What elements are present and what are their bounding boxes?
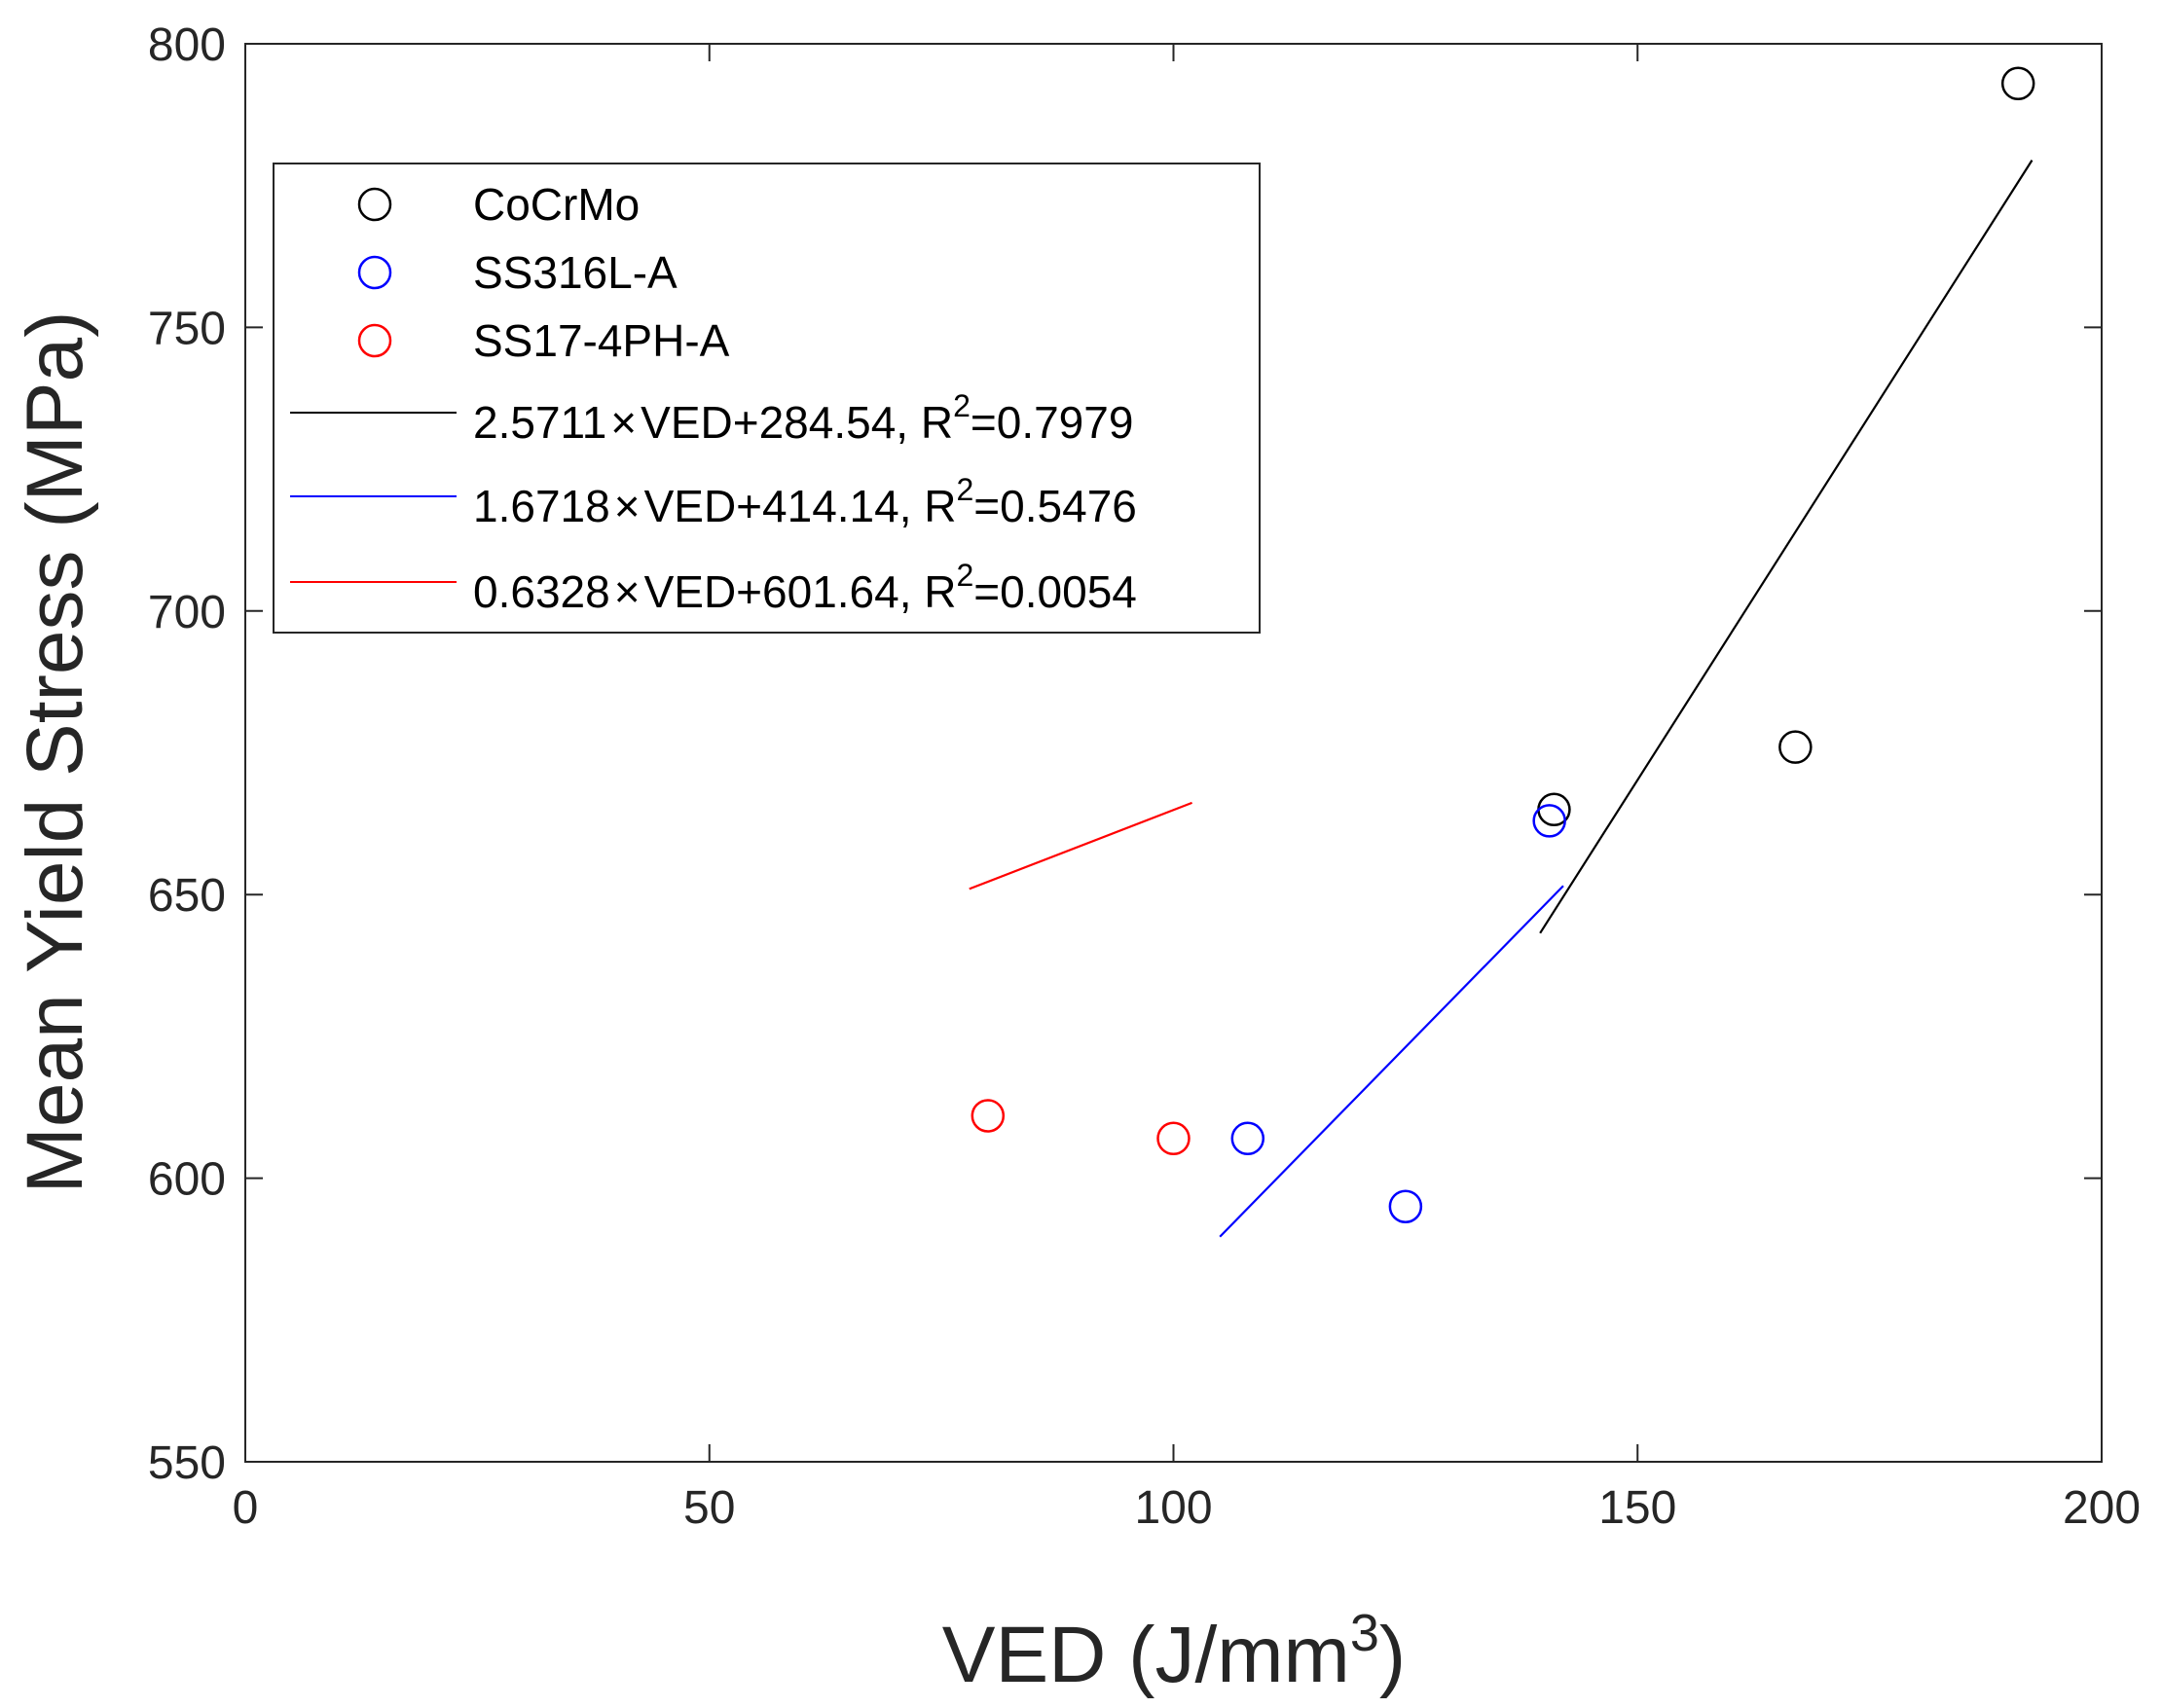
fit-line-0 — [1539, 160, 2034, 934]
x-tick-label: 0 — [233, 1482, 259, 1534]
axis-ticks: 0 50 100 150 200 550 600 650 700 750 800 — [148, 19, 2141, 1534]
data-point-ss316l-a — [1230, 1121, 1265, 1156]
y-tick-label: 750 — [148, 303, 226, 354]
fit-line-2 — [969, 801, 1192, 890]
y-tick-label: 800 — [148, 19, 226, 71]
y-tick-label: 700 — [148, 587, 226, 638]
x-axis-title-main: VED (J/mm — [942, 1611, 1350, 1699]
data-point-cocrmo — [1778, 730, 1813, 764]
y-tick-label: 550 — [148, 1437, 226, 1489]
legend-label-fit-black: 2.5711×VED+284.54, R2=0.7979 — [473, 388, 1133, 448]
x-axis-title: VED (J/mm3) — [942, 1604, 1406, 1699]
fit-line-1 — [1219, 885, 1564, 1238]
data-point-ss316l-a — [1532, 804, 1566, 838]
x-tick-label: 50 — [683, 1482, 735, 1534]
legend-label-fit-red: 0.6328×VED+601.64, R2=0.0054 — [473, 558, 1137, 617]
legend-box — [273, 163, 1261, 634]
legend: CoCrMo SS316L-A SS17-4PH-A 2.5711×VED+28… — [273, 163, 1261, 634]
legend-marker-ss316l — [357, 255, 392, 290]
legend-label-fit-blue: 1.6718×VED+414.14, R2=0.5476 — [473, 472, 1137, 531]
x-axis-title-close: ) — [1379, 1611, 1406, 1699]
data-point-cocrmo — [2000, 66, 2035, 101]
legend-label-ss316l: SS316L-A — [473, 247, 678, 298]
data-markers — [971, 66, 2035, 1223]
y-axis-title: Mean Yield Stress (MPa) — [11, 311, 99, 1194]
data-point-ss17-4ph-a — [1156, 1121, 1191, 1156]
data-point-ss17-4ph-a — [971, 1099, 1006, 1133]
x-tick-label: 200 — [2063, 1482, 2141, 1534]
data-point-ss316l-a — [1388, 1189, 1423, 1223]
y-tick-label: 600 — [148, 1154, 226, 1206]
fit-lines — [969, 160, 2034, 1238]
legend-marker-cocrmo — [357, 187, 392, 222]
legend-label-ss17-4ph: SS17-4PH-A — [473, 315, 730, 366]
x-tick-label: 150 — [1598, 1482, 1676, 1534]
x-tick-label: 100 — [1134, 1482, 1212, 1534]
x-axis-title-sup: 3 — [1350, 1604, 1379, 1662]
y-tick-label: 650 — [148, 870, 226, 922]
legend-label-cocrmo: CoCrMo — [473, 179, 640, 230]
legend-marker-ss17-4ph — [357, 323, 392, 358]
